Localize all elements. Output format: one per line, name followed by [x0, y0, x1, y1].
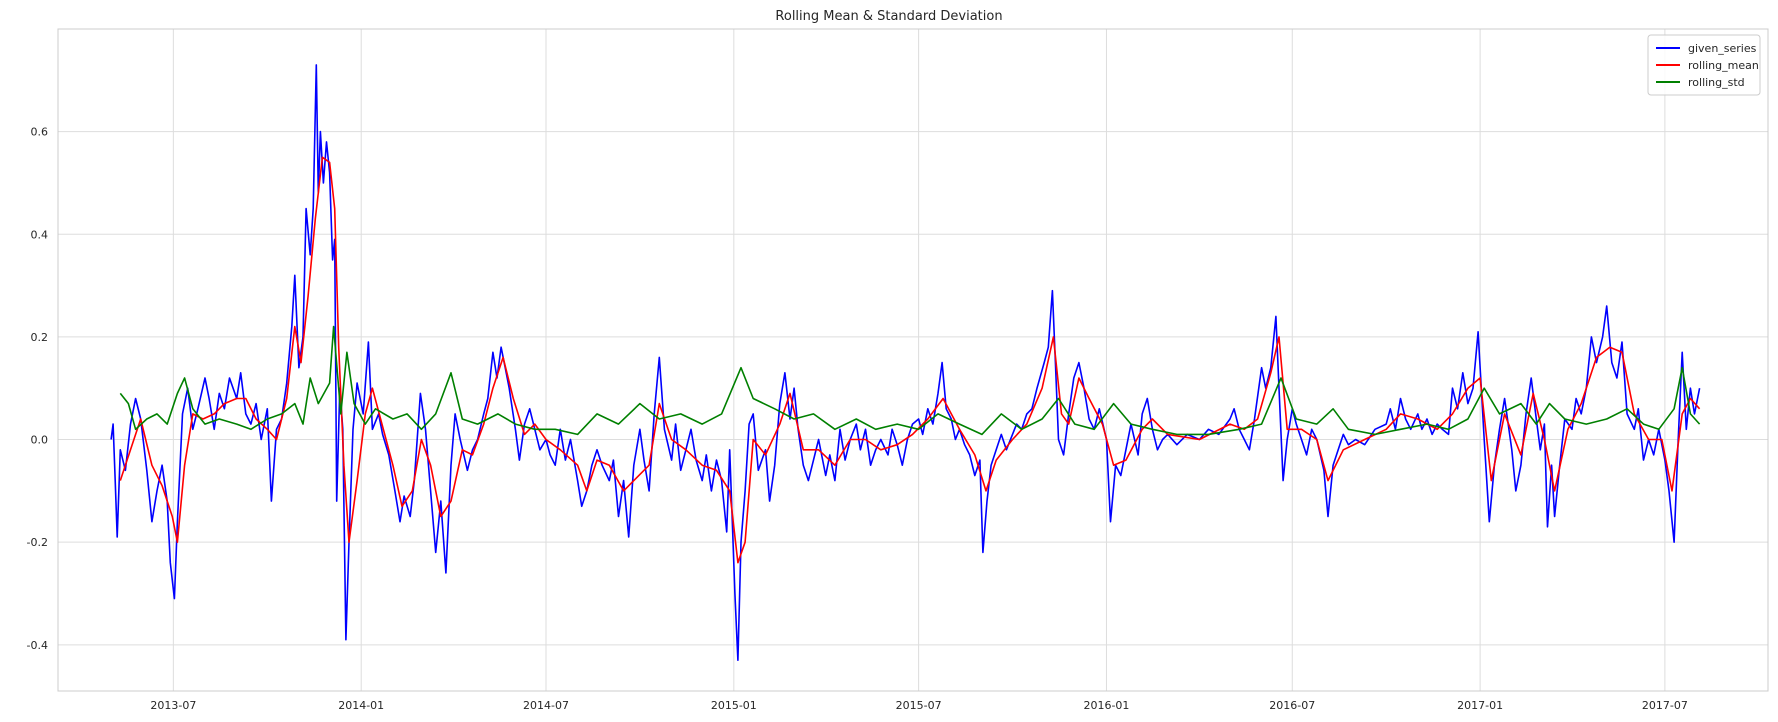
x-tick-label: 2015-01 — [711, 699, 757, 712]
x-tick-label: 2014-01 — [338, 699, 384, 712]
series-line-rolling-std — [119, 325, 1701, 436]
legend-box — [1647, 34, 1761, 96]
y-tick-label: -0.4 — [27, 639, 48, 652]
x-tick-label: 2013-07 — [150, 699, 196, 712]
series-line-given-series — [110, 64, 1701, 661]
x-axis-ticks: 2013-07 2014-01 2014-07 2015-01 2015-07 2016-… — [150, 699, 1687, 712]
x-tick-label: 2014-07 — [523, 699, 569, 712]
y-tick-label: -0.2 — [27, 536, 48, 549]
chart-title: Rolling Mean & Standard Deviation — [775, 9, 1002, 24]
y-tick-label: 0.0 — [31, 434, 49, 447]
legend-label: rolling_mean — [1688, 59, 1759, 72]
x-tick-label: 2017-01 — [1457, 699, 1503, 712]
x-tick-label: 2016-07 — [1269, 699, 1315, 712]
series-line-rolling-mean — [119, 156, 1701, 564]
y-tick-label: 0.6 — [31, 126, 49, 139]
legend: given_series rolling_mean rolling_std — [1647, 34, 1761, 96]
x-tick-label: 2017-07 — [1642, 699, 1688, 712]
legend-label: rolling_std — [1688, 76, 1745, 89]
series-lines — [110, 64, 1701, 661]
x-tick-label: 2015-07 — [896, 699, 942, 712]
y-axis-ticks: -0.4 -0.2 0.0 0.2 0.4 0.6 — [27, 126, 48, 652]
y-tick-label: 0.2 — [31, 331, 49, 344]
y-tick-label: 0.4 — [31, 228, 49, 241]
x-tick-label: 2016-01 — [1083, 699, 1129, 712]
plot-frame — [57, 28, 1769, 692]
legend-label: given_series — [1688, 42, 1757, 55]
